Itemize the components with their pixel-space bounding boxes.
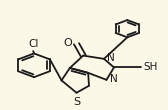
Text: Cl: Cl [28,39,38,49]
Text: N: N [107,53,115,63]
Text: O: O [63,38,72,48]
Text: N: N [110,74,118,84]
Text: SH: SH [144,62,158,72]
Text: S: S [73,97,80,107]
